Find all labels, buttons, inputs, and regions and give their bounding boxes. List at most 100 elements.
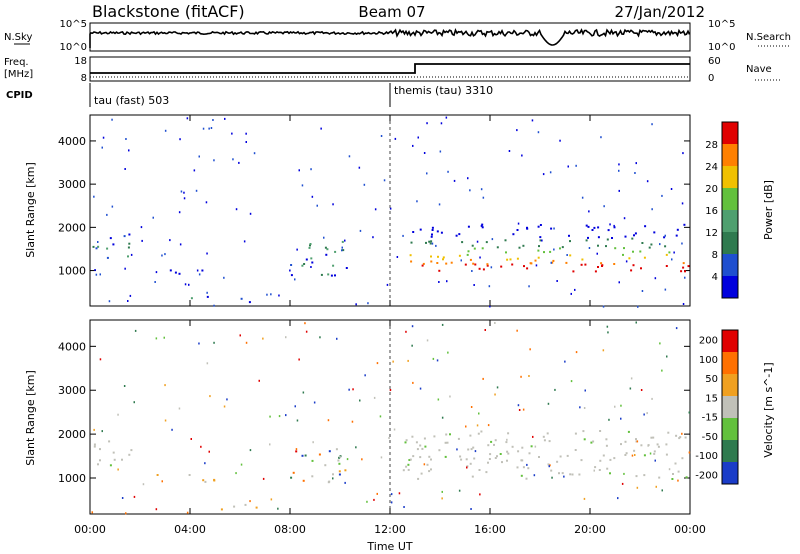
- x-tick-label: 16:00: [474, 523, 506, 536]
- freq-trace: [90, 63, 690, 74]
- echo-point: [634, 232, 637, 235]
- noise-point: [654, 459, 656, 462]
- noise-point: [520, 375, 522, 378]
- noise-point: [154, 281, 156, 283]
- noise-point: [313, 401, 316, 404]
- colorbar-tick-label: 12: [705, 228, 718, 239]
- noise-point: [396, 256, 399, 258]
- noise-point: [367, 302, 369, 305]
- noise-point: [559, 139, 561, 142]
- echo-point: [412, 231, 415, 233]
- echo-point: [543, 439, 546, 442]
- noise-point: [688, 451, 691, 454]
- echo-point: [687, 265, 690, 268]
- noise-point: [673, 251, 675, 254]
- colorbar-segment: [722, 254, 738, 276]
- noise-point: [618, 189, 620, 192]
- echo-point: [428, 470, 431, 473]
- x-tick-label: 04:00: [174, 523, 206, 536]
- echo-point: [653, 452, 656, 455]
- echo-point: [559, 455, 562, 458]
- noise-point: [623, 472, 625, 475]
- noise-point: [517, 404, 520, 407]
- echo-point: [682, 262, 685, 265]
- noise-point: [262, 477, 265, 480]
- echo-point: [409, 458, 412, 461]
- noise-point: [526, 463, 528, 466]
- echo-point: [478, 469, 481, 471]
- echo-point: [506, 258, 509, 261]
- noise-point: [447, 351, 449, 354]
- colorbar-segment: [722, 396, 738, 418]
- echo-point: [430, 260, 433, 263]
- noise-point: [198, 342, 200, 345]
- echo-point: [416, 448, 419, 451]
- velocity-ylabel: Slant Range [km]: [24, 370, 37, 466]
- noise-point: [494, 393, 496, 396]
- colorbar-tick-label: 100: [699, 355, 718, 366]
- noise-point: [296, 419, 299, 422]
- noise-point: [123, 385, 126, 387]
- echo-point: [556, 460, 559, 463]
- colorbar-tick-label: 24: [705, 162, 718, 173]
- noise-point: [607, 331, 609, 334]
- echo-point: [678, 437, 681, 440]
- echo-point: [320, 273, 323, 276]
- noise-point: [453, 179, 456, 182]
- noise-point: [416, 200, 418, 203]
- echo-point: [106, 247, 109, 250]
- echo-point: [308, 246, 311, 249]
- noise-point: [196, 269, 199, 272]
- noise-point: [376, 362, 379, 365]
- noise-point: [359, 229, 362, 232]
- freq-right-tick-bottom: 0: [708, 73, 714, 84]
- noise-point: [294, 278, 296, 281]
- noise-point: [206, 252, 208, 255]
- noise-point: [94, 269, 96, 271]
- power-colorbar: 4 8 12 16 20 24 28: [705, 121, 739, 299]
- echo-point: [643, 474, 646, 477]
- echo-point: [598, 469, 601, 471]
- noise-point: [471, 270, 473, 272]
- noise-point: [629, 387, 632, 390]
- echo-point: [458, 233, 461, 236]
- noise-point: [640, 389, 643, 391]
- echo-point: [584, 263, 587, 266]
- echo-point: [547, 463, 550, 466]
- noise-point: [474, 450, 477, 453]
- noise-point: [532, 435, 534, 438]
- noise-point: [155, 508, 158, 511]
- echo-point: [507, 432, 510, 435]
- noise-point: [518, 409, 521, 411]
- echo-point: [581, 258, 584, 261]
- colorbar-segment: [722, 462, 738, 484]
- echo-point: [109, 237, 112, 240]
- noise-point: [637, 305, 639, 308]
- noise-point: [516, 129, 518, 132]
- velocity-panel: 1000 2000 3000 4000: [58, 319, 691, 515]
- echo-point: [506, 450, 509, 453]
- echo-point: [550, 227, 553, 230]
- echo-point: [648, 246, 651, 249]
- noise-point: [285, 414, 287, 417]
- echo-point: [682, 266, 685, 269]
- echo-point: [676, 228, 679, 231]
- echo-point: [201, 269, 204, 272]
- noise-point: [654, 277, 657, 280]
- echo-point: [574, 449, 577, 451]
- noise-point: [681, 202, 684, 205]
- echo-point: [496, 246, 499, 249]
- noise-point: [152, 216, 154, 219]
- echo-point: [341, 240, 344, 243]
- echo-point: [405, 465, 408, 468]
- nsky-trace: [89, 28, 691, 48]
- noise-point: [480, 188, 483, 191]
- echo-point: [650, 243, 653, 246]
- noise-point: [635, 321, 637, 324]
- noise-point: [155, 271, 158, 274]
- echo-point: [302, 479, 305, 482]
- echo-point: [681, 457, 684, 460]
- echo-point: [290, 274, 293, 277]
- echo-point: [488, 458, 491, 460]
